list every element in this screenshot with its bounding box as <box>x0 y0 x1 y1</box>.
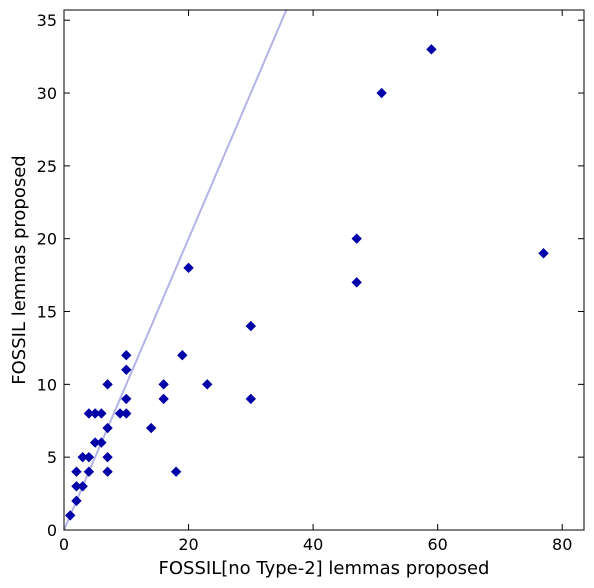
data-point <box>102 422 113 434</box>
y-tick-label: 15 <box>37 303 57 322</box>
data-point <box>158 379 169 390</box>
data-point <box>121 393 132 405</box>
data-point <box>351 277 362 288</box>
data-point <box>71 466 82 477</box>
data-point <box>183 262 194 274</box>
data-point <box>538 248 549 259</box>
data-point <box>83 466 95 477</box>
data-point <box>83 451 95 463</box>
y-tick-label: 10 <box>37 375 57 394</box>
x-axis-label: FOSSIL[no Type-2] lemmas proposed <box>159 558 490 579</box>
reference-line <box>63 9 288 531</box>
data-point <box>376 87 387 99</box>
data-point <box>145 422 157 434</box>
x-tick-label: 20 <box>178 535 198 554</box>
x-tick-label: 0 <box>59 535 69 554</box>
axis-ticks: 0 20 40 60 80 0 5 10 15 20 25 30 35 <box>37 10 584 554</box>
x-tick-label: 60 <box>427 535 447 554</box>
y-tick-label: 35 <box>37 11 57 30</box>
data-point <box>177 350 188 361</box>
plot-frame <box>63 9 585 531</box>
data-point <box>245 393 257 405</box>
data-point <box>89 408 101 419</box>
data-point <box>96 408 107 419</box>
y-tick-label: 20 <box>37 230 57 249</box>
data-point <box>83 408 95 419</box>
data-point <box>89 437 101 448</box>
y-tick-label: 5 <box>47 448 57 467</box>
data-point <box>170 466 182 477</box>
data-point <box>102 451 113 463</box>
data-point <box>96 437 107 448</box>
data-point <box>158 393 169 405</box>
y-tick-label: 25 <box>37 157 57 176</box>
y-tick-label: 0 <box>47 521 57 540</box>
data-point <box>71 481 82 492</box>
y-axis-label: FOSSIL lemmas proposed <box>9 155 30 384</box>
reference-line-layer <box>63 9 288 531</box>
data-point <box>102 379 113 390</box>
data-point <box>245 320 257 332</box>
data-point <box>71 495 82 507</box>
data-point <box>426 44 437 55</box>
x-tick-label: 40 <box>303 535 323 554</box>
data-point <box>121 364 132 375</box>
data-point <box>77 481 88 492</box>
x-tick-label: 80 <box>552 535 572 554</box>
data-point <box>351 233 362 244</box>
data-point <box>114 408 126 419</box>
data-point <box>77 451 88 463</box>
data-point <box>65 510 76 521</box>
data-point <box>121 408 132 419</box>
data-point <box>121 350 132 361</box>
data-points-layer <box>65 44 549 521</box>
y-tick-label: 30 <box>37 84 57 103</box>
data-point <box>102 466 113 477</box>
data-point <box>202 379 213 390</box>
